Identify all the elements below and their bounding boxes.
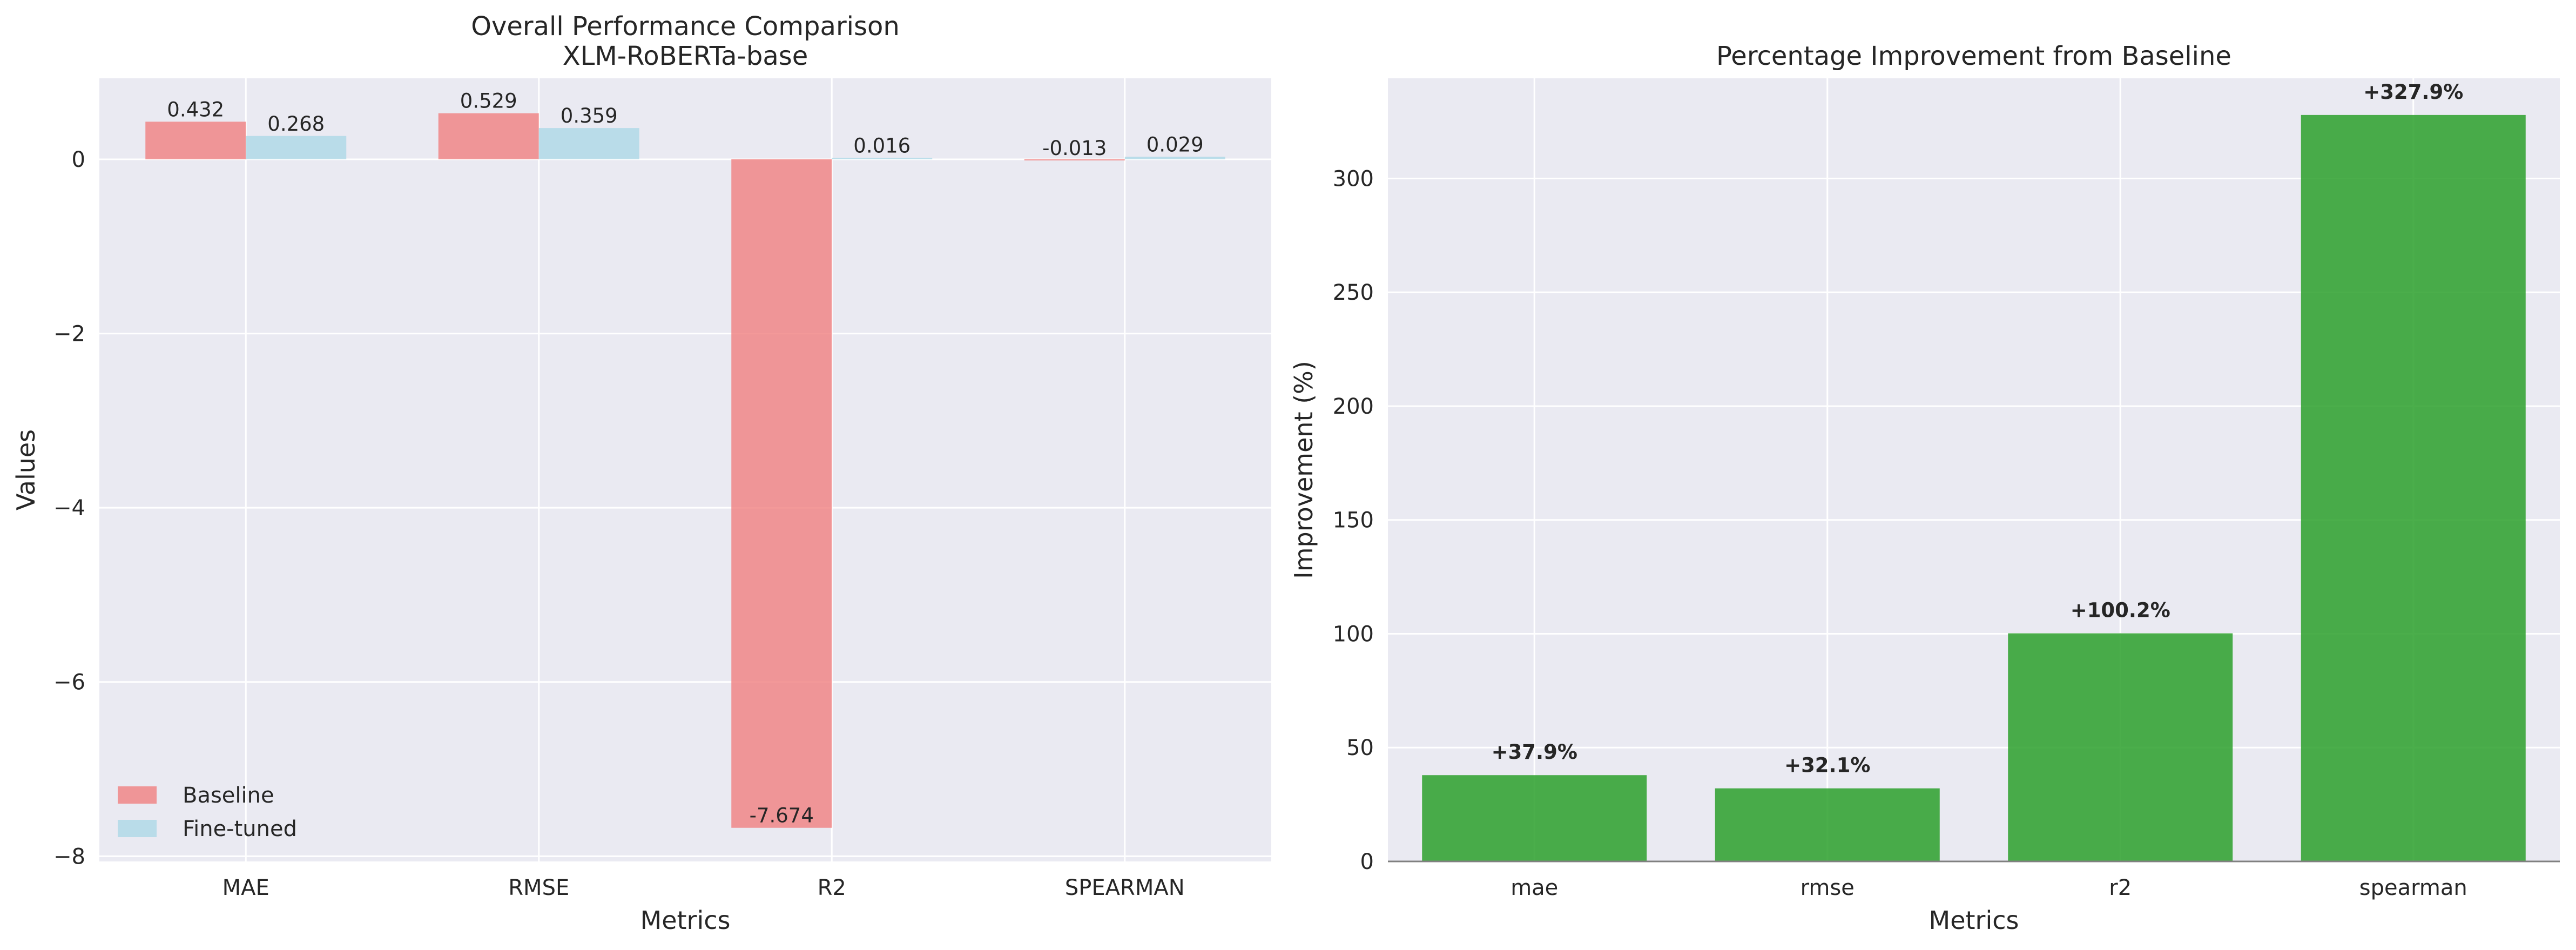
comparison-y-tick-label: −4 xyxy=(53,496,85,521)
bar-baseline-r2 xyxy=(731,159,832,828)
improvement-y-tick-label: 300 xyxy=(1333,166,1374,191)
improvement-y-tick-label: 200 xyxy=(1333,394,1374,419)
bar-baseline-mae xyxy=(145,122,246,159)
legend-swatch-baseline xyxy=(118,786,157,804)
comparison-x-tick-label-mae: MAE xyxy=(222,875,269,900)
comparison-y-tick-label: −6 xyxy=(53,670,85,695)
improvement-x-axis-label: Metrics xyxy=(1929,906,2019,935)
bar-improvement-r2 xyxy=(2008,633,2233,861)
comparison-x-tick-label-rmse: RMSE xyxy=(508,875,569,900)
improvement-data-labels: +37.9% +32.1% +100.2% +327.9% xyxy=(1492,80,2464,777)
data-label-fine-tuned-spearman: 0.029 xyxy=(1147,133,1204,156)
comparison-y-tick-label: −8 xyxy=(53,844,85,869)
data-label-improvement-rmse: +32.1% xyxy=(1784,754,1870,777)
comparison-chart: 0 −2 −4 −6 −8 MAE RMSE R2 SPEARMAN 0.432 0.529 -7.… xyxy=(11,11,1271,935)
comparison-subtitle: XLM-RoBERTa-base xyxy=(563,41,808,71)
data-label-baseline-rmse: 0.529 xyxy=(460,90,517,113)
bar-improvement-spearman xyxy=(2301,114,2526,861)
comparison-grid xyxy=(99,78,1271,861)
comparison-bars xyxy=(145,113,1225,828)
bar-fine-tuned-spearman xyxy=(1124,157,1225,159)
improvement-title: Percentage Improvement from Baseline xyxy=(1716,41,2231,71)
comparison-ticks: 0 −2 −4 −6 −8 MAE RMSE R2 SPEARMAN xyxy=(53,147,1185,900)
comparison-y-tick-label: 0 xyxy=(72,147,85,172)
bar-improvement-rmse xyxy=(1715,788,1940,861)
data-label-fine-tuned-r2: 0.016 xyxy=(853,134,911,157)
bar-fine-tuned-mae xyxy=(246,136,347,159)
comparison-data-labels: 0.432 0.529 -7.674 -0.013 0.268 0.359 0.016 0.0… xyxy=(167,90,1203,827)
data-label-fine-tuned-rmse: 0.359 xyxy=(561,104,618,127)
improvement-x-tick-label-spearman: spearman xyxy=(2359,875,2467,900)
bar-baseline-spearman xyxy=(1024,159,1125,161)
legend-label-baseline: Baseline xyxy=(183,783,274,808)
comparison-y-axis-label: Values xyxy=(11,429,41,510)
legend-label-fine-tuned: Fine-tuned xyxy=(183,817,297,841)
comparison-legend: Baseline Fine-tuned xyxy=(118,783,297,841)
improvement-chart: 0 50 100 150 200 250 300 mae rmse r2 spearman +37.… xyxy=(1289,41,2560,935)
improvement-y-tick-label: 100 xyxy=(1333,622,1374,646)
improvement-x-tick-label-r2: r2 xyxy=(2109,875,2132,900)
data-label-baseline-r2: -7.674 xyxy=(750,804,814,827)
comparison-x-axis-label: Metrics xyxy=(640,906,731,935)
comparison-plot-area xyxy=(99,78,1271,861)
bar-improvement-mae xyxy=(1422,775,1647,861)
comparison-x-tick-label-r2: R2 xyxy=(818,875,846,900)
data-label-fine-tuned-mae: 0.268 xyxy=(267,112,325,136)
improvement-y-axis-label: Improvement (%) xyxy=(1289,361,1318,579)
data-label-baseline-spearman: -0.013 xyxy=(1042,137,1107,160)
data-label-baseline-mae: 0.432 xyxy=(167,98,224,121)
improvement-y-tick-label: 0 xyxy=(1360,850,1374,874)
improvement-ticks: 0 50 100 150 200 250 300 mae rmse r2 spearman xyxy=(1333,166,2467,900)
data-label-improvement-spearman: +327.9% xyxy=(2363,80,2463,104)
data-label-improvement-r2: +100.2% xyxy=(2071,599,2170,622)
legend-swatch-fine-tuned xyxy=(118,820,157,837)
comparison-y-tick-label: −2 xyxy=(53,322,85,347)
comparison-x-tick-label-spearman: SPEARMAN xyxy=(1065,875,1185,900)
improvement-bars xyxy=(1388,114,2560,863)
improvement-y-tick-label: 150 xyxy=(1333,508,1374,533)
improvement-x-tick-label-mae: mae xyxy=(1510,875,1558,900)
bar-fine-tuned-rmse xyxy=(538,128,639,159)
improvement-y-tick-label: 250 xyxy=(1333,280,1374,305)
data-label-improvement-mae: +37.9% xyxy=(1492,740,1577,764)
improvement-y-tick-label: 50 xyxy=(1346,736,1374,760)
comparison-title: Overall Performance Comparison xyxy=(471,11,900,42)
bar-baseline-rmse xyxy=(438,113,539,159)
improvement-x-tick-label-rmse: rmse xyxy=(1800,875,1855,900)
bar-fine-tuned-r2 xyxy=(832,158,933,159)
